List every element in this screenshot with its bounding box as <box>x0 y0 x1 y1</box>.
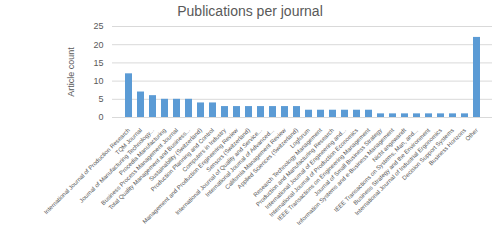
svg-text:Sustainability (Switzerland): Sustainability (Switzerland) <box>147 127 204 183</box>
svg-text:Logforum: Logforum <box>288 127 312 150</box>
svg-text:Production and Manufacturing R: Production and Manufacturing Research <box>254 127 336 208</box>
svg-text:20: 20 <box>93 40 103 50</box>
svg-text:Other: Other <box>464 127 479 142</box>
svg-text:Applied Sciences (Switzerland): Applied Sciences (Switzerland) <box>236 127 300 190</box>
svg-text:Journal of Small Business Stra: Journal of Small Business Strategy <box>313 127 384 198</box>
svg-text:IEEE Transactions on Systems,: IEEE Transactions on Systems, Man, and..… <box>333 127 419 213</box>
svg-text:International Journal of Produ: International Journal of Production Econ… <box>268 127 360 218</box>
svg-text:25: 25 <box>93 21 103 31</box>
svg-text:California Management Review: California Management Review <box>223 127 288 191</box>
svg-text:International Journal of Indus: International Journal of Industrial Ergo… <box>354 127 443 216</box>
svg-text:10: 10 <box>93 76 103 86</box>
svg-text:Production Planning and Contro: Production Planning and Control <box>149 127 216 193</box>
svg-text:0: 0 <box>98 112 103 122</box>
svg-text:IEEE Transactions on Engineeri: IEEE Transactions on Engineering Managem… <box>276 127 372 222</box>
svg-text:Decision Support Systems: Decision Support Systems <box>401 127 455 181</box>
svg-text:Computers in Industry: Computers in Industry <box>181 127 228 173</box>
svg-text:Management and Production Engi: Management and Production Engineering Re… <box>141 127 240 225</box>
svg-text:International Journal of Quali: International Journal of Quality and Ser… <box>174 127 264 217</box>
svg-text:TQM Journal: TQM Journal <box>114 127 144 156</box>
svg-text:International Journal of Engin: International Journal of Engineering and… <box>264 127 347 210</box>
svg-text:Business Strategy and the Envi: Business Strategy and the Environment <box>352 127 432 206</box>
svg-text:Sensors (Switzerland): Sensors (Switzerland) <box>205 127 252 173</box>
svg-text:Article count: Article count <box>66 47 76 97</box>
svg-text:Journal of Manufacturing Techn: Journal of Manufacturing Technology... <box>78 127 156 204</box>
svg-text:Research Technology Management: Research Technology Management <box>252 127 324 199</box>
html-text:Publications per journal: Publications per journal <box>177 3 323 19</box>
svg-text:International Journal of Advan: International Journal of Advanced... <box>204 127 276 198</box>
svg-text:Business Process Management Jo: Business Process Management Journal <box>100 127 180 207</box>
svg-text:5: 5 <box>98 94 103 104</box>
svg-text:Business Horizons: Business Horizons <box>428 127 467 166</box>
svg-text:Nicht angewandt: Nicht angewandt <box>371 127 408 163</box>
svg-text:15: 15 <box>93 58 103 68</box>
svg-text:Procedia Manufacturing: Procedia Manufacturing <box>118 127 168 177</box>
svg-text:International Journal of Produ: International Journal of Production Rese… <box>42 127 132 216</box>
svg-text:Total Quality Management and B: Total Quality Management and Business... <box>107 127 191 211</box>
